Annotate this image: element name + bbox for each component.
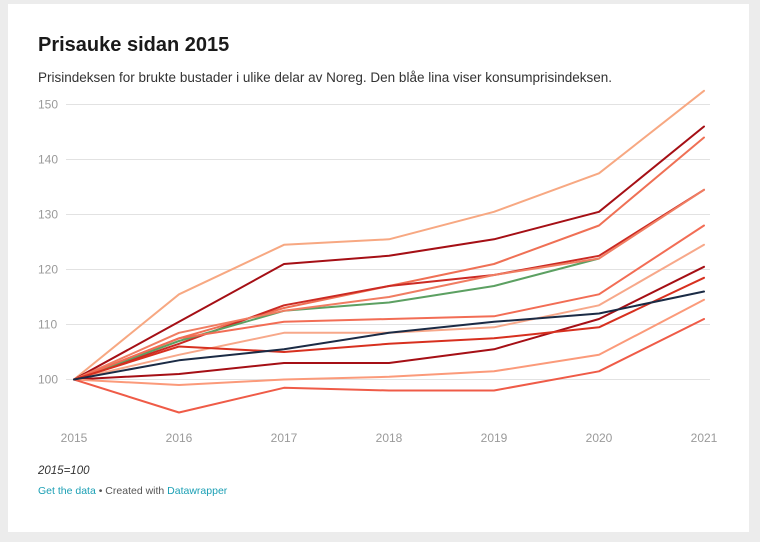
series-line-4 [73,188,705,381]
y-tick-label: 120 [38,263,58,277]
y-tick-label: 110 [38,318,57,332]
x-tick-label: 2015 [61,431,88,445]
series-line-9 [73,265,705,381]
chart-footer: Get the data • Created with Datawrapper [38,485,227,497]
x-tick-label: 2016 [166,431,193,445]
series-line-7 [73,224,705,381]
x-tick-label: 2020 [586,431,613,445]
series-line-12 [73,318,705,414]
y-tick-label: 150 [38,98,58,112]
get-data-link[interactable]: Get the data [38,485,96,497]
y-tick-label: 100 [38,373,58,387]
series-line-6 [73,188,705,381]
datawrapper-link[interactable]: Datawrapper [167,485,228,497]
x-tick-label: 2019 [481,431,508,445]
series-line-13 [73,290,705,381]
line-chart: 100 110 120 130 140 150 2015 2016 2017 2018 2019 20… [38,89,718,445]
y-tick-label: 140 [38,153,58,167]
x-tick-label: 2021 [691,431,718,445]
chart-card: Prisauke sidan 2015 Prisindeksen for bru… [8,4,749,532]
chart-title: Prisauke sidan 2015 [38,34,230,56]
chart-subtitle: Prisindeksen for brukte bustader i ulike… [38,70,613,85]
series-line-11 [73,298,705,386]
created-with-text: • Created with [95,485,168,497]
y-tick-label: 130 [38,208,58,222]
chart-note: 2015=100 [38,465,90,477]
x-tick-label: 2017 [271,431,298,445]
series-line-10 [73,276,705,381]
series-line-1 [73,89,705,381]
x-tick-label: 2018 [376,431,403,445]
series-line-2 [73,125,705,381]
series-line-5 [73,257,600,381]
